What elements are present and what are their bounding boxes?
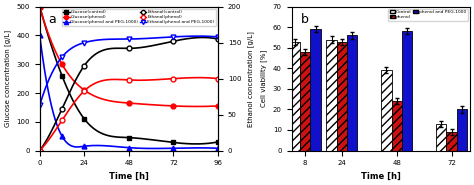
Bar — [381, 70, 392, 151]
Bar — [310, 29, 321, 151]
Y-axis label: Glucose concentration [g/L]: Glucose concentration [g/L] — [4, 30, 11, 127]
Bar — [300, 52, 310, 151]
Bar — [456, 110, 467, 151]
X-axis label: Time [h]: Time [h] — [109, 172, 149, 181]
Bar — [347, 36, 357, 151]
Bar — [392, 101, 402, 151]
Bar — [327, 40, 337, 151]
Bar — [402, 31, 412, 151]
Bar — [290, 42, 300, 151]
Bar — [337, 42, 347, 151]
X-axis label: Time [h]: Time [h] — [361, 172, 401, 181]
Legend: Control, phenol, phenol and PEG-1000: Control, phenol, phenol and PEG-1000 — [388, 9, 468, 21]
Y-axis label: Cell viability [%]: Cell viability [%] — [261, 50, 267, 107]
Text: b: b — [301, 13, 308, 26]
Bar — [436, 124, 447, 151]
Bar — [447, 132, 456, 151]
Legend: Glucose(control), Glucose(phenol), Glucose(phenol and PEG-1000), Ethanol(control: Glucose(control), Glucose(phenol), Gluco… — [62, 9, 216, 26]
Y-axis label: Ethanol concentration [g/L]: Ethanol concentration [g/L] — [247, 31, 254, 127]
Text: a: a — [49, 13, 56, 26]
